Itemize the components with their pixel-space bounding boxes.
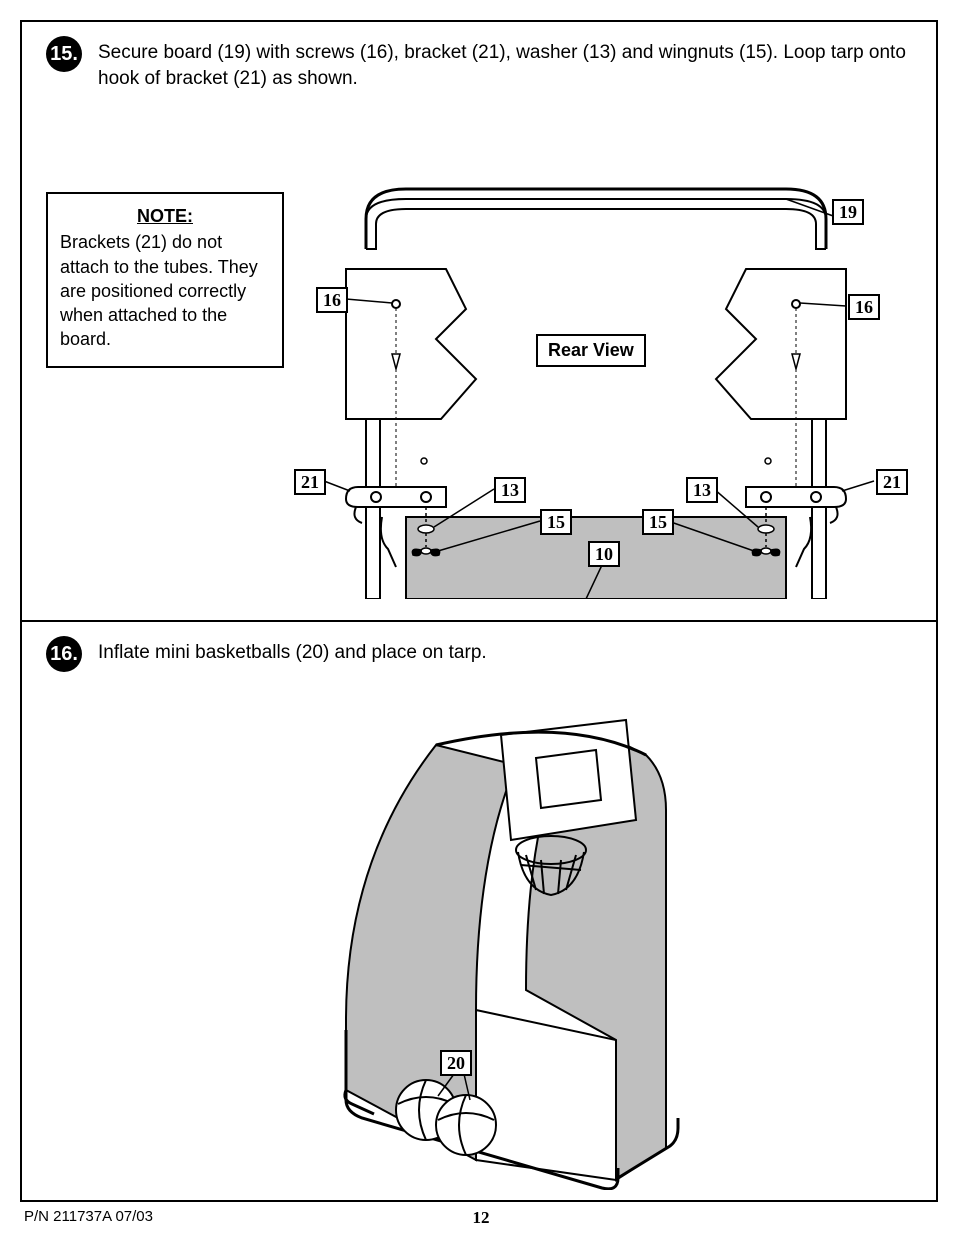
step-16-text: Inflate mini basketballs (20) and place … (98, 640, 487, 666)
callout-10: 10 (588, 541, 620, 567)
step-15-text: Secure board (19) with screws (16), brac… (98, 40, 912, 91)
callout-19: 19 (832, 199, 864, 225)
step-15-section: 15. Secure board (19) with screws (16), … (22, 22, 936, 620)
step-16-diagram: 20 (46, 680, 912, 1190)
page-footer: P/N 211737A 07/03 12 (20, 1202, 942, 1225)
footer-left: P/N 211737A 07/03 (24, 1208, 153, 1225)
step-16-header: 16. Inflate mini basketballs (20) and pl… (46, 640, 912, 672)
step-15-diagram: Rear View 19 16 16 21 21 13 13 15 15 10 (46, 99, 912, 599)
step-16-svg (46, 680, 916, 1190)
page-frame: 15. Secure board (19) with screws (16), … (20, 20, 938, 1202)
step-16-section: 16. Inflate mini basketballs (20) and pl… (22, 622, 936, 1200)
callout-21b: 21 (876, 469, 908, 495)
rear-view-label: Rear View (536, 334, 646, 367)
footer-page-number: 12 (473, 1208, 490, 1228)
step-16-badge: 16. (46, 636, 82, 672)
callout-16a: 16 (316, 287, 348, 313)
callout-15a: 15 (540, 509, 572, 535)
callout-13a: 13 (494, 477, 526, 503)
callout-15b: 15 (642, 509, 674, 535)
step-15-badge: 15. (46, 36, 82, 72)
step-15-svg (46, 99, 916, 599)
callout-16b: 16 (848, 294, 880, 320)
callout-21a: 21 (294, 469, 326, 495)
callout-20: 20 (440, 1050, 472, 1076)
callout-13b: 13 (686, 477, 718, 503)
step-15-header: 15. Secure board (19) with screws (16), … (46, 40, 912, 91)
